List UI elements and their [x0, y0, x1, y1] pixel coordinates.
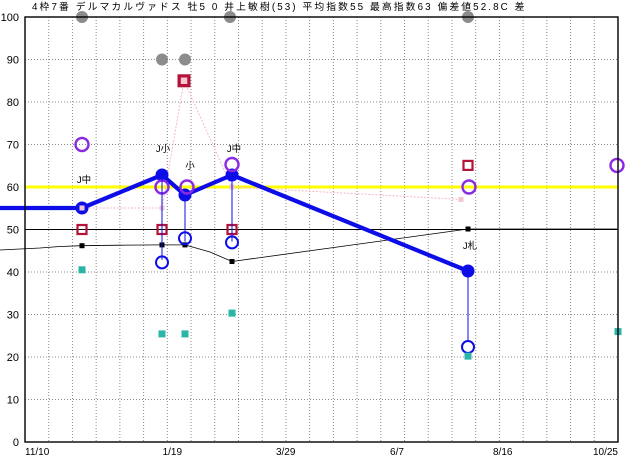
svg-text:6/7: 6/7	[390, 447, 404, 458]
svg-text:J中: J中	[227, 143, 241, 155]
svg-text:60: 60	[7, 182, 19, 194]
svg-text:100: 100	[1, 12, 19, 24]
svg-text:20: 20	[7, 352, 19, 364]
svg-text:0: 0	[13, 437, 19, 449]
svg-text:J札: J札	[463, 240, 478, 252]
svg-text:40: 40	[7, 267, 19, 279]
svg-text:3/29: 3/29	[276, 447, 296, 458]
svg-text:10: 10	[7, 395, 19, 407]
svg-text:4枠7番 デルマカルヴァドス 牡5 0 井上敏樹(53) 平: 4枠7番 デルマカルヴァドス 牡5 0 井上敏樹(53) 平均指数55 最高指数…	[32, 0, 527, 13]
svg-text:30: 30	[7, 310, 19, 322]
svg-text:8/16: 8/16	[493, 447, 513, 458]
svg-text:小: 小	[185, 161, 195, 172]
svg-text:1/19: 1/19	[163, 447, 183, 458]
svg-text:50: 50	[7, 225, 19, 237]
svg-text:11/10: 11/10	[25, 447, 50, 458]
svg-text:J中: J中	[77, 174, 91, 186]
svg-text:70: 70	[7, 140, 19, 152]
svg-text:10/25: 10/25	[593, 447, 618, 458]
svg-text:80: 80	[7, 97, 19, 109]
svg-text:J小: J小	[156, 144, 171, 155]
svg-text:90: 90	[7, 55, 19, 67]
